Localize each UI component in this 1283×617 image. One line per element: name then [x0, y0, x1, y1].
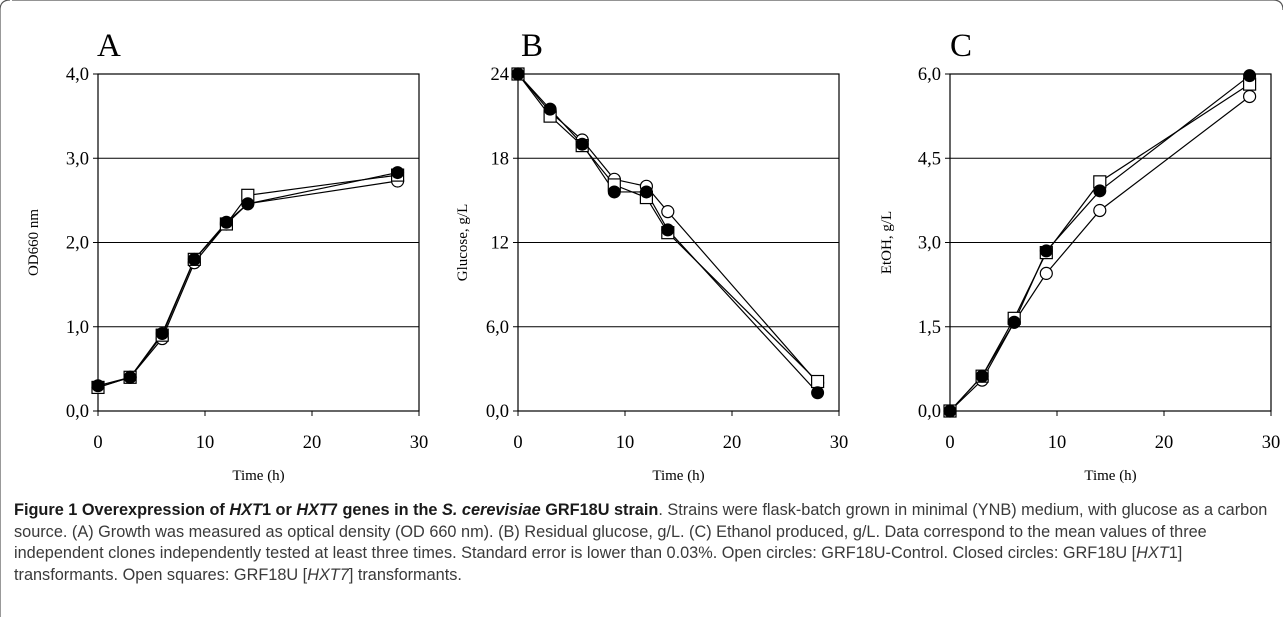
x-tick-label: 10	[196, 433, 215, 453]
data-point-closed-circle	[943, 404, 957, 418]
data-point-open-circle	[1242, 89, 1257, 104]
y-tick-label: 18	[491, 149, 510, 169]
data-point-closed-circle	[241, 197, 255, 211]
caption-body: 1] transformants. Open squares: GRF18U [	[14, 544, 1183, 584]
y-tick-label: 6,0	[918, 65, 941, 85]
caption-title-part: or	[271, 501, 297, 519]
charts-area: 0,0 1,0 2,0 3,0 4,0 0 10 20 30 A Time (h) OD660 nm 0…	[26, 28, 1281, 484]
data-point-closed-circle	[661, 223, 675, 237]
series-line-open-circle	[97, 180, 398, 388]
x-tick-label: 30	[1262, 433, 1281, 453]
chart-panel-c	[943, 69, 1272, 418]
y-tick-label: 1,5	[918, 318, 941, 338]
x-tick-label: 0	[513, 433, 522, 453]
y-tick-label: 4,0	[66, 65, 89, 85]
x-axis-label: Time (h)	[1084, 468, 1136, 484]
y-tick-label: 12	[491, 234, 510, 254]
data-point-closed-circle	[1243, 69, 1257, 83]
caption-body-gene: HXT	[1136, 544, 1169, 562]
caption-title-species: S. cerevisiae	[442, 501, 541, 519]
data-point-closed-circle	[811, 386, 825, 400]
caption-title-part: 7	[328, 501, 338, 519]
data-point-closed-circle	[123, 370, 137, 384]
data-point-closed-circle	[1039, 244, 1053, 258]
data-point-closed-circle	[91, 379, 105, 393]
data-point-closed-circle	[391, 166, 405, 180]
caption-body: ] transformants.	[348, 565, 462, 584]
caption-figure-label: Figure 1	[14, 501, 78, 519]
caption-title-part: Overexpression of	[81, 501, 230, 519]
caption-title-gene: HXT	[296, 501, 329, 519]
y-axis-label: EtOH, g/L	[879, 211, 895, 274]
data-point-closed-circle	[607, 185, 621, 199]
x-tick-label: 20	[723, 433, 742, 453]
data-point-open-circle	[1093, 203, 1107, 218]
plot-border	[949, 73, 1272, 412]
data-point-closed-circle	[543, 102, 557, 116]
y-tick-label: 0,0	[486, 402, 509, 422]
data-point-closed-circle	[975, 369, 989, 383]
panel-letter: C	[950, 28, 972, 64]
caption-title-part: GRF18U strain	[540, 501, 659, 519]
chart-panel-a	[91, 73, 420, 416]
caption-body: . Strains were flask-batch grown in mini…	[14, 501, 1268, 562]
x-tick-label: 20	[1155, 433, 1174, 453]
x-tick-label: 30	[410, 433, 429, 453]
series-line-open-square	[949, 83, 1250, 412]
plot-border	[97, 73, 420, 412]
data-point-closed-circle	[575, 137, 589, 151]
y-tick-label: 3,0	[66, 149, 89, 169]
y-tick-label: 24	[491, 65, 510, 85]
x-tick-label: 30	[830, 433, 849, 453]
data-point-closed-circle	[219, 215, 233, 229]
y-tick-label: 6,0	[486, 318, 509, 338]
x-tick-label: 10	[1048, 433, 1067, 453]
caption-body-gene: HXT7	[307, 565, 349, 584]
x-axis-label: Time (h)	[232, 468, 284, 484]
y-tick-label: 1,0	[66, 318, 89, 338]
caption-title-part: 1	[261, 501, 271, 519]
plot-border	[517, 73, 840, 412]
data-point-closed-circle	[155, 326, 169, 340]
x-axis-label: Time (h)	[652, 468, 704, 484]
data-point-closed-circle	[639, 185, 653, 199]
x-tick-label: 10	[616, 433, 635, 453]
panel-letter: B	[521, 28, 543, 64]
y-tick-label: 0,0	[66, 402, 89, 422]
y-axis-label: OD660 nm	[26, 209, 42, 276]
y-axis-label: Glucose, g/L	[455, 204, 471, 281]
panel-letter: A	[97, 28, 121, 64]
data-point-closed-circle	[1007, 315, 1021, 329]
y-tick-label: 0,0	[918, 402, 941, 422]
caption-title-part: genes in the	[337, 501, 443, 519]
x-tick-label: 20	[303, 433, 322, 453]
y-tick-label: 3,0	[918, 234, 941, 254]
figure-caption: Figure 1 Overexpression of HXT1 or HXT7 …	[14, 500, 1276, 586]
y-tick-label: 4,5	[918, 149, 941, 169]
caption-title-gene: HXT	[229, 501, 262, 519]
x-tick-label: 0	[945, 433, 954, 453]
series-line-closed-circle	[949, 75, 1250, 412]
series-line-open-circle	[949, 95, 1250, 412]
data-point-closed-circle	[1093, 184, 1107, 198]
data-point-closed-circle	[511, 67, 525, 81]
data-point-open-circle	[661, 205, 675, 219]
x-tick-label: 0	[93, 433, 102, 453]
chart-panel-b	[511, 67, 840, 416]
y-tick-label: 2,0	[66, 234, 89, 254]
caption-title: Overexpression of HXT1 or HXT7 genes in …	[82, 501, 658, 519]
data-point-closed-circle	[187, 252, 201, 266]
data-point-open-circle	[1039, 266, 1053, 280]
data-point-open-square	[810, 374, 825, 389]
